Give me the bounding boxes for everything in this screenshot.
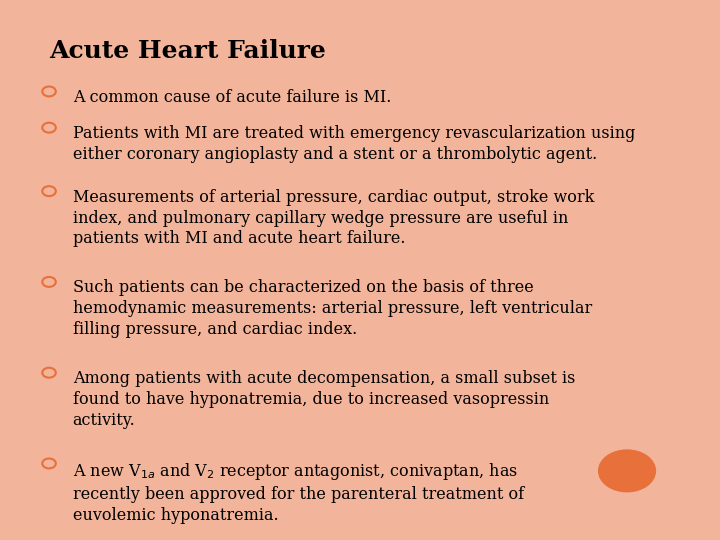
Circle shape xyxy=(598,450,655,492)
Text: A common cause of acute failure is MI.: A common cause of acute failure is MI. xyxy=(73,89,391,106)
Text: Measurements of arterial pressure, cardiac output, stroke work
index, and pulmon: Measurements of arterial pressure, cardi… xyxy=(73,188,594,247)
Text: A new V$_{1a}$ and V$_{2}$ receptor antagonist, conivaptan, has
recently been ap: A new V$_{1a}$ and V$_{2}$ receptor anta… xyxy=(73,461,524,524)
Text: Acute Heart Failure: Acute Heart Failure xyxy=(49,39,326,63)
Text: Such patients can be characterized on the basis of three
hemodynamic measurement: Such patients can be characterized on th… xyxy=(73,279,592,338)
Text: Among patients with acute decompensation, a small subset is
found to have hypona: Among patients with acute decompensation… xyxy=(73,370,575,429)
Text: Patients with MI are treated with emergency revascularization using
either coron: Patients with MI are treated with emerge… xyxy=(73,125,635,163)
